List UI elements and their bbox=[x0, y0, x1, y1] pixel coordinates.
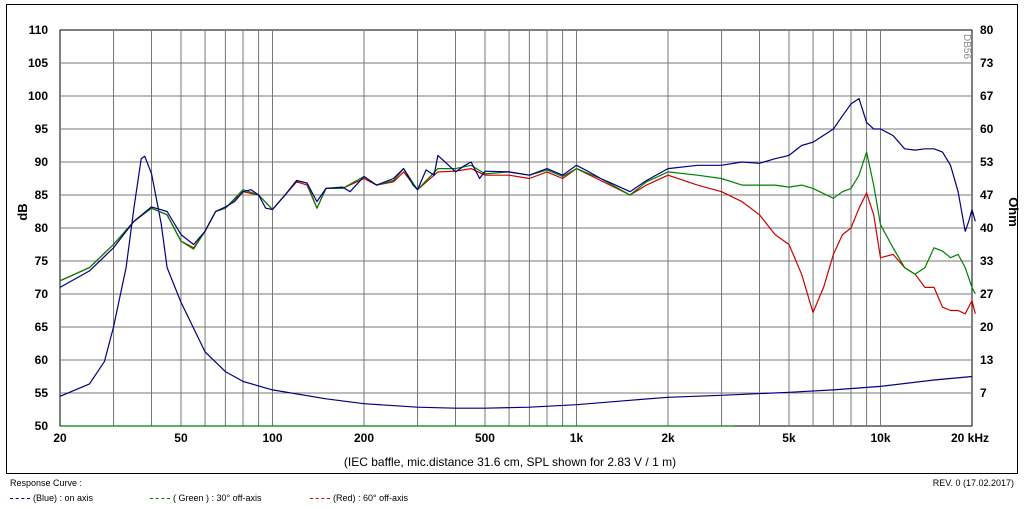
y-tick-label-right: 27 bbox=[980, 287, 994, 301]
legend-item-blue: (Blue) : on axis bbox=[10, 493, 93, 503]
legend-item-green: ( Green ) : 30° off-axis bbox=[150, 493, 261, 503]
y-tick-label-right: 7 bbox=[980, 386, 987, 400]
y-tick-label-right: 60 bbox=[980, 122, 994, 136]
y-tick-label-right: 47 bbox=[980, 188, 994, 202]
y-tick-label-left: 105 bbox=[28, 56, 48, 70]
y-tick-label-left: 55 bbox=[35, 386, 49, 400]
series-line-red-60-off-axis bbox=[59, 168, 976, 315]
y-tick-label-left: 110 bbox=[29, 23, 49, 37]
series-lines bbox=[59, 98, 976, 427]
series-line-blue-on-axis bbox=[59, 98, 976, 288]
legend-swatch-blue bbox=[10, 497, 30, 499]
y-tick-label-right: 40 bbox=[980, 221, 994, 235]
y-tick-label-left: 90 bbox=[35, 155, 49, 169]
y-tick-label-right: 67 bbox=[980, 89, 994, 103]
chart-caption: (IEC baffle, mic.distance 31.6 cm, SPL s… bbox=[344, 455, 676, 469]
legend-label-green: ( Green ) : 30° off-axis bbox=[173, 493, 262, 503]
x-tick-label: 10k bbox=[870, 431, 890, 445]
y-tick-label-right: 33 bbox=[980, 254, 994, 268]
x-tick-label: 2k bbox=[661, 431, 675, 445]
y-tick-label-right: 80 bbox=[980, 23, 994, 37]
legend-label-blue: (Blue) : on axis bbox=[33, 493, 94, 503]
x-tick-label: 20 kHz bbox=[951, 431, 989, 445]
y-tick-label-left: 95 bbox=[35, 122, 49, 136]
legend-item-red: (Red) : 60° off-axis bbox=[310, 493, 408, 503]
series-line-green-30-off-axis bbox=[59, 151, 976, 295]
chart-frame bbox=[6, 4, 1018, 474]
y-tick-label-left: 65 bbox=[35, 320, 49, 334]
x-tick-label: 50 bbox=[174, 431, 188, 445]
x-tick-label: 5k bbox=[782, 431, 796, 445]
legend-label-red: (Red) : 60° off-axis bbox=[333, 493, 408, 503]
y-tick-label-right: 73 bbox=[980, 56, 994, 70]
y-tick-label-right: 53 bbox=[980, 155, 994, 169]
y-tick-label-right: 13 bbox=[980, 353, 994, 367]
y-tick-label-left: 85 bbox=[35, 188, 49, 202]
x-tick-label: 100 bbox=[262, 431, 282, 445]
legend-swatch-green bbox=[150, 497, 170, 499]
y-tick-label-left: 80 bbox=[35, 221, 49, 235]
y-tick-label-left: 50 bbox=[35, 419, 49, 433]
revision-label: REV. 0 (17.02.2017) bbox=[932, 478, 1014, 488]
y-axis-label-right: Ohm bbox=[1006, 197, 1021, 227]
y-axis-label-left: dB bbox=[15, 203, 30, 220]
legend-title: Response Curve : bbox=[10, 478, 83, 488]
y-tick-label-left: 60 bbox=[35, 353, 49, 367]
y-tick-label-right: 20 bbox=[980, 320, 994, 334]
series-line-impedance bbox=[59, 155, 973, 409]
x-tick-label: 200 bbox=[354, 431, 374, 445]
tick-labels: 20 50 100 200 500 1k 2k 5k 10k 20 kHz505560657075… bbox=[28, 23, 994, 445]
watermark-text: DB56 bbox=[961, 34, 972, 59]
response-chart: 20 50 100 200 500 1k 2k 5k 10k 20 kHz505560657075… bbox=[15, 23, 1021, 469]
y-tick-label-left: 100 bbox=[28, 89, 48, 103]
x-tick-label: 1k bbox=[570, 431, 584, 445]
x-tick-label: 500 bbox=[475, 431, 495, 445]
y-tick-label-left: 75 bbox=[35, 254, 49, 268]
x-tick-label: 20 bbox=[53, 431, 67, 445]
legend-swatch-red bbox=[310, 497, 330, 499]
grid bbox=[59, 29, 973, 427]
y-tick-label-left: 70 bbox=[35, 287, 49, 301]
legend: Response Curve : REV. 0 (17.02.2017) (Bl… bbox=[10, 478, 1014, 506]
